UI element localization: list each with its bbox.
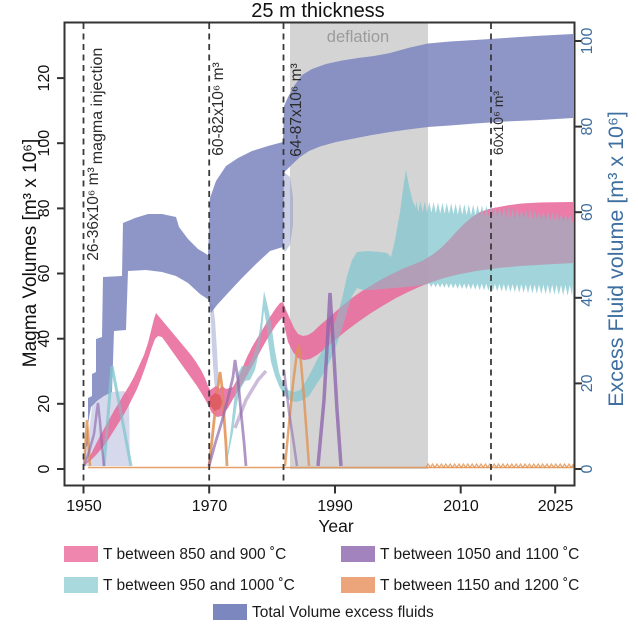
- svg-text:0: 0: [579, 464, 596, 473]
- svg-text:40: 40: [36, 330, 53, 348]
- svg-text:60: 60: [36, 265, 53, 283]
- svg-text:80: 80: [36, 199, 53, 217]
- svg-text:60x10⁶ m³: 60x10⁶ m³: [490, 91, 506, 155]
- svg-text:80: 80: [579, 118, 596, 136]
- svg-text:2025: 2025: [538, 498, 574, 515]
- svg-text:60: 60: [579, 203, 596, 221]
- svg-text:1970: 1970: [192, 498, 228, 515]
- svg-text:60-82x10⁶ m³: 60-82x10⁶ m³: [210, 62, 227, 155]
- svg-text:100: 100: [579, 28, 596, 55]
- svg-text:T between 1050 and 1100 ˚C: T between 1050 and 1100 ˚C: [380, 546, 579, 563]
- svg-text:T between 1150 and 1200 ˚C: T between 1150 and 1200 ˚C: [380, 577, 579, 594]
- svg-text:1950: 1950: [66, 498, 102, 515]
- svg-text:20: 20: [36, 395, 53, 413]
- svg-text:120: 120: [36, 65, 53, 92]
- svg-text:0: 0: [36, 464, 53, 473]
- svg-text:20: 20: [579, 374, 596, 392]
- svg-text:26-36x10⁶ m³: 26-36x10⁶ m³: [85, 167, 102, 260]
- svg-text:2010: 2010: [443, 498, 479, 515]
- svg-text:Magma Volumes [m³ x 10⁶]: Magma Volumes [m³ x 10⁶]: [20, 139, 41, 368]
- svg-text:magma injection: magma injection: [89, 48, 106, 165]
- svg-text:T between 850 and 900 ˚C: T between 850 and 900 ˚C: [103, 546, 286, 563]
- svg-text:1990: 1990: [317, 498, 353, 515]
- svg-text:40: 40: [579, 289, 596, 307]
- svg-text:25 m thickness: 25 m thickness: [251, 0, 384, 22]
- svg-text:100: 100: [36, 130, 53, 157]
- svg-text:T between 950 and 1000 ˚C: T between 950 and 1000 ˚C: [103, 577, 295, 594]
- svg-text:Year: Year: [318, 516, 354, 536]
- svg-text:Excess Fluid volume [m³ x 10⁶: Excess Fluid volume [m³ x 10⁶]: [604, 111, 628, 407]
- svg-text:64-87x10⁶ m³: 64-87x10⁶ m³: [288, 63, 305, 156]
- svg-text:deflation: deflation: [327, 28, 389, 46]
- svg-text:Total Volume excess fluids: Total Volume excess fluids: [252, 604, 434, 621]
